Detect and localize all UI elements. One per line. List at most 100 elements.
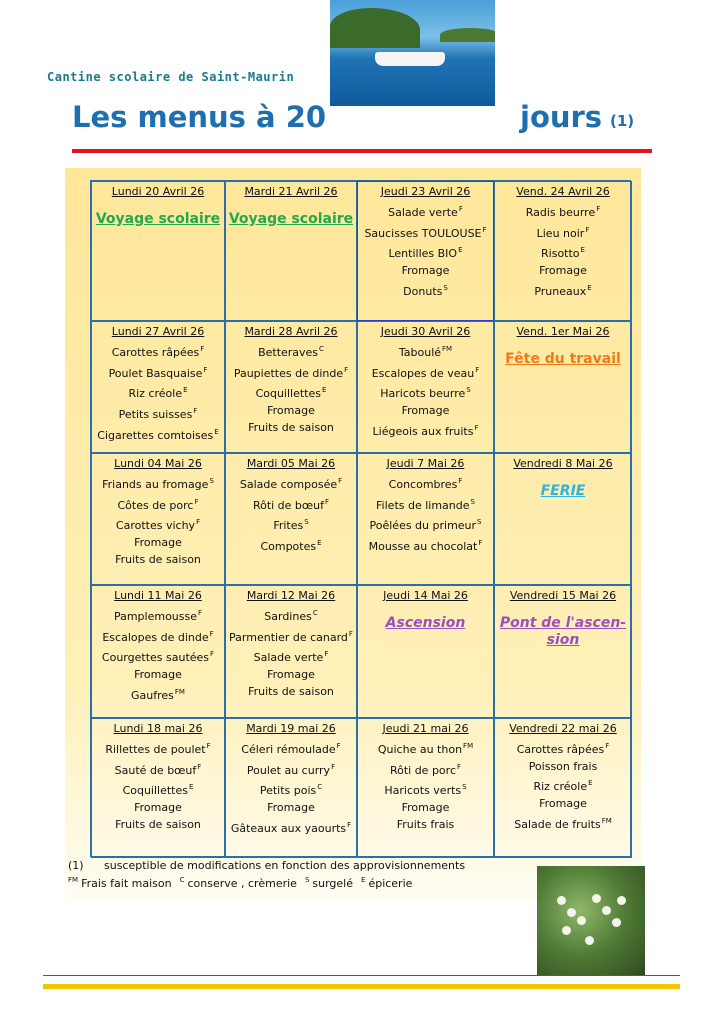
dish-name: Fromage xyxy=(267,404,315,418)
dish-name: Taboulé xyxy=(398,345,442,359)
title-footnote-marker: (1) xyxy=(610,112,635,130)
origin-tag: E xyxy=(322,386,327,395)
day-date: Mardi 12 Mai 26 xyxy=(246,589,336,602)
origin-tag: F xyxy=(200,344,205,353)
day-cell: Lundi 18 mai 26 Rillettes de pouletF Sauté… xyxy=(91,718,225,858)
dish-name: Fromage xyxy=(401,404,450,418)
origin-tag: F xyxy=(194,497,199,506)
footnote: (1) susceptible de modifications en fonct… xyxy=(68,859,465,872)
origin-tag: F xyxy=(325,497,330,506)
menu-item: Quiche au thonFM xyxy=(358,738,493,759)
dish-name: Poulet au curry xyxy=(246,763,331,777)
day-date: Vendredi 15 Mai 26 xyxy=(509,589,617,602)
dish-name: Rôti de bœuf xyxy=(252,498,325,512)
day-date: Mardi 21 Avril 26 xyxy=(244,185,338,198)
day-date: Vendredi 22 mai 26 xyxy=(509,722,617,735)
dish-name: Carottes râpées xyxy=(111,345,200,359)
dish-name: Haricots verts xyxy=(384,784,462,798)
menu-item: RisottoE xyxy=(495,242,631,263)
school-name: Cantine scolaire de Saint-Maurin xyxy=(47,70,295,84)
origin-tag: FM xyxy=(174,687,185,696)
menu-item: Cigarettes comtoisesE xyxy=(92,424,224,445)
page-title-continued: jours xyxy=(520,100,603,134)
menu-item: GaufresFM xyxy=(92,684,224,705)
dish-name: Fromage xyxy=(539,797,587,811)
menu-item: Saucisses TOULOUSEF xyxy=(358,222,493,243)
title-divider xyxy=(72,149,652,153)
origin-tag: F xyxy=(198,608,203,617)
day-date: Lundi 04 Mai 26 xyxy=(114,457,202,470)
origin-tag: E xyxy=(183,386,188,395)
day-cell: Jeudi 23 Avril 26 Salade verteF Saucisses … xyxy=(357,181,494,321)
dish-name: Fruits de saison xyxy=(115,552,201,566)
dish-name: Lentilles BIO xyxy=(388,247,458,261)
day-date: Jeudi 30 Avril 26 xyxy=(380,325,471,338)
day-date: Jeudi 14 Mai 26 xyxy=(383,589,468,602)
dish-name: Fromage xyxy=(401,801,450,815)
menu-item: Parmentier de canardF xyxy=(226,626,356,647)
dish-name: Pruneaux xyxy=(534,284,587,298)
menu-item: Paupiettes de dindeF xyxy=(226,362,356,383)
menu-item: Haricots vertsS xyxy=(358,779,493,800)
day-date: Lundi 20 Avril 26 xyxy=(111,185,205,198)
menu-item: Fromage xyxy=(226,800,356,817)
dish-name: Riz créole xyxy=(533,780,588,794)
origin-tag: F xyxy=(196,518,201,527)
dish-name: Fromage xyxy=(134,536,182,550)
menu-item: Fromage xyxy=(92,535,224,552)
dish-name: Céleri rémoulade xyxy=(241,742,336,756)
footer-yellow-line xyxy=(43,984,680,989)
menu-item: Poêlées du primeurS xyxy=(358,514,493,535)
origin-tag: F xyxy=(203,365,208,374)
day-date: Mardi 19 mai 26 xyxy=(246,722,336,735)
origin-tag: FM xyxy=(463,741,474,750)
origin-tag: F xyxy=(605,741,610,750)
dish-name: Radis beurre xyxy=(525,205,596,219)
day-cell: Jeudi 21 mai 26 Quiche au thonFM Rôti de p… xyxy=(357,718,494,858)
legend-code: FM xyxy=(68,876,79,884)
day-cell: Jeudi 30 Avril 26 TabouléFM Escalopes de v… xyxy=(357,321,494,453)
origin-tag: F xyxy=(474,423,479,432)
origin-tag: F xyxy=(336,741,341,750)
origin-tag: F xyxy=(347,820,352,829)
origin-tag: S xyxy=(466,386,471,395)
dish-name: Salade de fruits xyxy=(514,817,601,831)
menu-item: DonutsS xyxy=(358,280,493,301)
menu-item: CoquillettesE xyxy=(92,779,224,800)
menu-item: Lentilles BIOE xyxy=(358,242,493,263)
menu-item: Fromage xyxy=(358,800,493,817)
origin-tag: F xyxy=(338,476,343,485)
dish-name: Fromage xyxy=(401,264,450,278)
dish-name: Carottes vichy xyxy=(115,519,196,533)
menu-item: Rillettes de pouletF xyxy=(92,738,224,759)
dish-name: Fromage xyxy=(134,801,182,815)
origin-tag: S xyxy=(470,497,475,506)
dish-name: Betteraves xyxy=(258,345,319,359)
special-day-label: Voyage scolaire xyxy=(228,210,354,227)
day-date: Lundi 18 mai 26 xyxy=(113,722,203,735)
dish-name: Pamplemousse xyxy=(113,609,198,623)
menu-item: Salade verteF xyxy=(358,201,493,222)
dish-name: Rôti de porc xyxy=(389,763,456,777)
origin-tag: F xyxy=(478,539,483,548)
menu-item: Fromage xyxy=(92,667,224,684)
dish-name: Salade verte xyxy=(388,205,458,219)
day-date: Vend. 24 Avril 26 xyxy=(516,185,610,198)
special-day-label: Voyage scolaire xyxy=(95,210,221,227)
origin-tag: S xyxy=(462,783,467,792)
dish-name: Petits pois xyxy=(259,784,317,798)
origin-tag: E xyxy=(458,246,463,255)
dish-name: Coquillettes xyxy=(255,387,321,401)
footnote-marker: (1) xyxy=(68,859,84,872)
menu-item: Côtes de porcF xyxy=(92,494,224,515)
menu-item: Gâteaux aux yaourtsF xyxy=(226,817,356,838)
dish-name: Sauté de bœuf xyxy=(114,763,197,777)
menu-item: BetteravesC xyxy=(226,341,356,362)
menu-item: Fromage xyxy=(358,403,493,420)
menu-item: Rôti de porcF xyxy=(358,759,493,780)
menu-item: Friands au fromageS xyxy=(92,473,224,494)
menu-item: Fromage xyxy=(226,667,356,684)
special-day-label: Ascension xyxy=(385,614,466,631)
